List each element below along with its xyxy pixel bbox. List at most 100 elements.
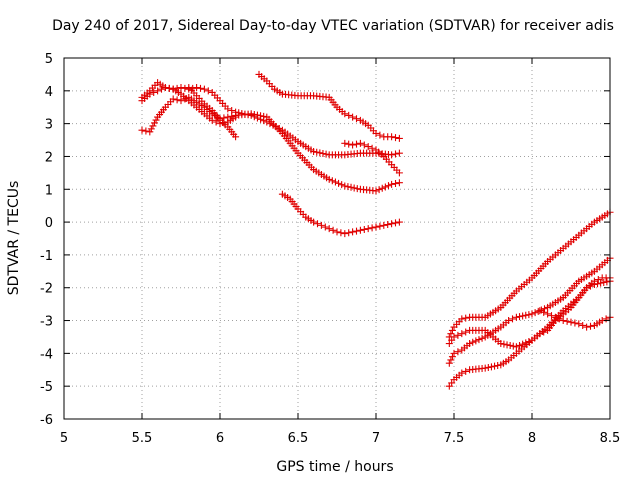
- y-axis-label: SDTVAR / TECUs: [6, 181, 22, 296]
- data-point: [395, 169, 403, 177]
- chart-title: Day 240 of 2017, Sidereal Day-to-day VTE…: [52, 18, 614, 34]
- data-point-interp: [181, 95, 189, 103]
- data-point-interp: [525, 311, 533, 319]
- data-point-interp: [313, 148, 321, 156]
- data-point: [559, 317, 567, 325]
- data-point-interp: [579, 321, 587, 329]
- data-point-interp: [149, 122, 157, 130]
- data-point-interp: [345, 140, 353, 148]
- series-arc-6: [341, 139, 403, 177]
- data-point-interp: [152, 116, 160, 124]
- data-point-interp: [353, 185, 361, 193]
- data-point-interp: [597, 279, 605, 287]
- data-point-interp: [594, 276, 602, 284]
- data-point: [349, 141, 357, 149]
- data-point: [310, 148, 318, 156]
- data-point-interp: [494, 362, 502, 370]
- data-point-interp: [519, 340, 527, 348]
- y-tick-label: -5: [40, 380, 53, 395]
- data-point-interp: [173, 96, 181, 104]
- data-point-interp: [522, 339, 530, 347]
- y-tick-label: -1: [40, 249, 53, 264]
- data-point: [169, 85, 177, 93]
- data-point-interp: [204, 87, 212, 95]
- data-point: [224, 105, 232, 113]
- data-point-interp: [384, 221, 392, 229]
- data-point-interp: [503, 341, 511, 349]
- data-point-interp: [331, 178, 339, 186]
- data-point-interp: [368, 144, 376, 152]
- series-arc-5: [255, 70, 403, 142]
- x-tick-label: 5: [60, 431, 68, 446]
- x-tick-label: 6.5: [288, 431, 309, 446]
- data-point-interp: [594, 280, 602, 288]
- data-point-interp: [475, 336, 483, 344]
- data-point-interp: [147, 125, 155, 133]
- data-point-interp: [454, 331, 462, 339]
- data-point: [445, 359, 453, 367]
- data-point-interp: [555, 315, 563, 323]
- axis-ticks: [63, 57, 611, 420]
- data-point-interp: [454, 348, 462, 356]
- data-point-interp: [376, 131, 384, 139]
- y-tick-label: 3: [45, 118, 53, 133]
- data-point-interp: [181, 84, 189, 92]
- data-point-interp: [345, 111, 353, 119]
- data-point: [388, 151, 396, 159]
- data-point: [512, 313, 520, 321]
- data-point-interp: [350, 184, 358, 192]
- data-point: [380, 221, 388, 229]
- data-point-interp: [360, 225, 368, 233]
- data-point: [247, 110, 255, 118]
- data-point: [388, 220, 396, 228]
- data-point: [481, 364, 489, 372]
- y-tick-label: 2: [45, 150, 53, 165]
- data-point-interp: [484, 363, 492, 371]
- x-tick-labels: 5 5.5 6 6.5 7 7.5 8 8.5: [60, 431, 620, 446]
- data-point: [349, 228, 357, 236]
- data-point: [310, 218, 318, 226]
- data-point-interp: [329, 226, 337, 234]
- data-point-interp: [368, 224, 376, 232]
- data-point-interp: [392, 219, 399, 227]
- series-arc-10: [445, 254, 614, 367]
- data-point-interp: [345, 229, 353, 237]
- data-point: [544, 310, 552, 318]
- x-tick-label: 5.5: [132, 431, 153, 446]
- data-point-interp: [212, 118, 220, 126]
- data-point: [356, 139, 364, 147]
- data-point: [138, 126, 146, 134]
- data-point-interp: [392, 180, 399, 188]
- data-point-interp: [353, 227, 360, 235]
- data-point-interp: [337, 229, 345, 237]
- data-point-interp: [506, 341, 514, 349]
- data-point-interp: [335, 179, 343, 187]
- data-point: [364, 225, 372, 233]
- data-point-interp: [257, 112, 265, 120]
- series-arc-3: [138, 93, 403, 195]
- x-axis-label: GPS time / hours: [276, 459, 393, 475]
- data-point: [341, 110, 349, 118]
- data-point-interp: [220, 114, 228, 122]
- data-point: [590, 280, 598, 288]
- series-arc-11: [445, 277, 614, 351]
- data-point-interp: [516, 313, 524, 321]
- data-point-interp: [600, 278, 608, 286]
- data-point: [325, 175, 333, 183]
- data-point-interp: [228, 112, 236, 120]
- data-point-interp: [500, 340, 508, 348]
- data-point-interp: [487, 363, 495, 371]
- data-point: [372, 223, 380, 231]
- data-point-interp: [392, 134, 399, 142]
- data-point-interp: [462, 367, 470, 375]
- y-tick-label: -4: [40, 347, 53, 362]
- data-point-interp: [316, 149, 324, 157]
- data-point: [146, 90, 154, 98]
- data-point-interp: [491, 362, 499, 370]
- y-tick-label: 4: [45, 85, 53, 100]
- series-arc-7: [278, 190, 403, 238]
- data-point-interp: [571, 319, 579, 327]
- data-point-interp: [173, 84, 181, 92]
- data-point: [154, 87, 162, 95]
- series-arc-9: [445, 208, 614, 341]
